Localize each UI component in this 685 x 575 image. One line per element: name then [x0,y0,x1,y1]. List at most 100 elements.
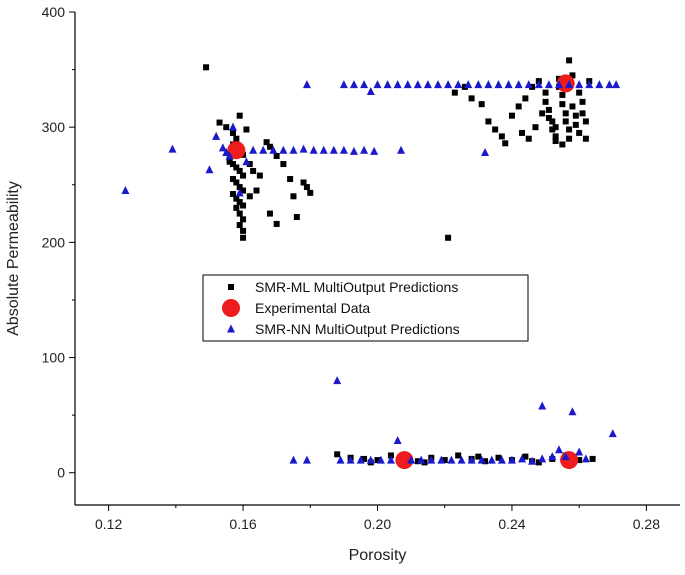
ml-prediction-point [233,179,240,186]
ml-prediction-point [414,458,421,465]
nn-prediction-point [454,80,463,89]
ml-prediction-point [559,101,566,108]
nn-prediction-point [346,455,355,464]
nn-prediction-point [349,80,358,89]
nn-prediction-point [212,131,221,140]
ml-prediction-point [552,124,559,131]
ml-prediction-point [508,112,515,119]
ml-prediction-point [515,103,522,110]
ml-prediction-point [236,210,243,217]
ml-prediction-point [572,112,579,119]
ml-prediction-point [256,172,263,179]
ml-prediction-point [566,135,573,142]
ml-prediction-point [579,98,586,105]
ml-prediction-point [566,126,573,133]
ml-prediction-point [545,106,552,113]
ml-prediction-point [468,95,475,102]
nn-prediction-point [205,165,214,174]
nn-prediction-point [121,186,130,195]
ml-prediction-point [566,57,573,64]
nn-prediction-point [487,455,496,464]
ml-prediction-point [236,199,243,206]
ml-prediction-point [229,190,236,197]
ml-prediction-point [203,64,210,71]
nn-prediction-point [575,80,584,89]
nn-prediction-point [504,80,513,89]
ml-prediction-point [569,72,576,79]
ml-prediction-point [236,112,243,119]
nn-prediction-point [249,145,258,154]
ml-prediction-point [539,110,546,117]
ml-prediction-point [582,135,589,142]
nn-prediction-point [242,157,251,166]
nn-prediction-point [561,452,570,461]
ml-prediction-point [485,118,492,125]
nn-prediction-point [393,80,402,89]
ml-prediction-point [263,139,270,146]
ml-prediction-point [374,457,381,464]
ml-prediction-point [441,457,448,464]
nn-prediction-point [218,143,227,152]
ml-prediction-point [525,135,532,142]
ml-prediction-point [229,129,236,136]
ml-prediction-point [495,454,502,461]
nn-prediction-point [575,447,584,456]
nn-prediction-point [329,145,338,154]
nn-prediction-point [393,435,402,444]
ml-prediction-point [502,140,509,147]
nn-prediction-point [581,454,590,463]
nn-prediction-point [349,146,358,155]
axes: 0.12 0.16 0.20 0.24 0.28 0 100 200 300 400 [42,4,680,532]
nn-prediction-point [407,455,416,464]
nn-prediction-point [403,80,412,89]
x-tick-label: 0.28 [633,516,660,532]
nn-prediction-point [168,144,177,153]
nn-prediction-point [444,80,453,89]
nn-prediction-point [518,454,527,463]
nn-prediction-point [299,144,308,153]
legend: SMR-ML MultiOutput Predictions Experiment… [202,274,529,342]
ml-prediction-point [589,455,596,462]
nn-prediction-point [417,455,426,464]
nn-prediction-point [555,80,563,89]
nn-prediction-point [339,80,348,89]
ml-prediction-point [572,121,579,128]
nn-prediction-point [319,145,328,154]
ml-prediction-point [498,133,505,140]
nn-prediction-point [386,455,395,464]
ml-prediction-point [290,193,297,200]
series-2 [121,80,621,465]
nn-prediction-point [336,455,345,464]
nn-prediction-point [423,80,432,89]
nn-prediction-point [565,80,574,89]
nn-prediction-point [477,455,486,464]
nn-prediction-point [383,80,392,89]
nn-prediction-point [235,188,244,197]
ml-prediction-point [545,114,552,121]
ml-prediction-point [576,457,583,464]
ml-prediction-point [576,129,583,136]
legend-label: SMR-ML MultiOutput Predictions [255,279,458,295]
nn-prediction-point [464,80,473,89]
data-marks [121,57,621,470]
ml-prediction-point [266,143,273,150]
ml-prediction-point [240,172,247,179]
nn-prediction-point [302,455,311,464]
y-axis-title: Absolute Permeability [5,181,22,336]
ml-prediction-point [542,98,549,105]
nn-prediction-point [437,455,446,464]
ml-prediction-point [475,453,482,460]
ml-prediction-point [216,119,223,126]
ml-prediction-point [266,210,273,217]
ml-prediction-point [492,126,499,133]
nn-prediction-point [269,145,278,154]
ml-prediction-point [334,451,341,458]
nn-prediction-point [434,80,442,89]
ml-prediction-point [236,167,243,174]
nn-prediction-point [534,80,543,89]
ml-prediction-point [552,138,559,145]
nn-prediction-point [544,80,553,89]
ml-prediction-point [273,220,280,227]
x-tick-label: 0.20 [364,516,391,532]
